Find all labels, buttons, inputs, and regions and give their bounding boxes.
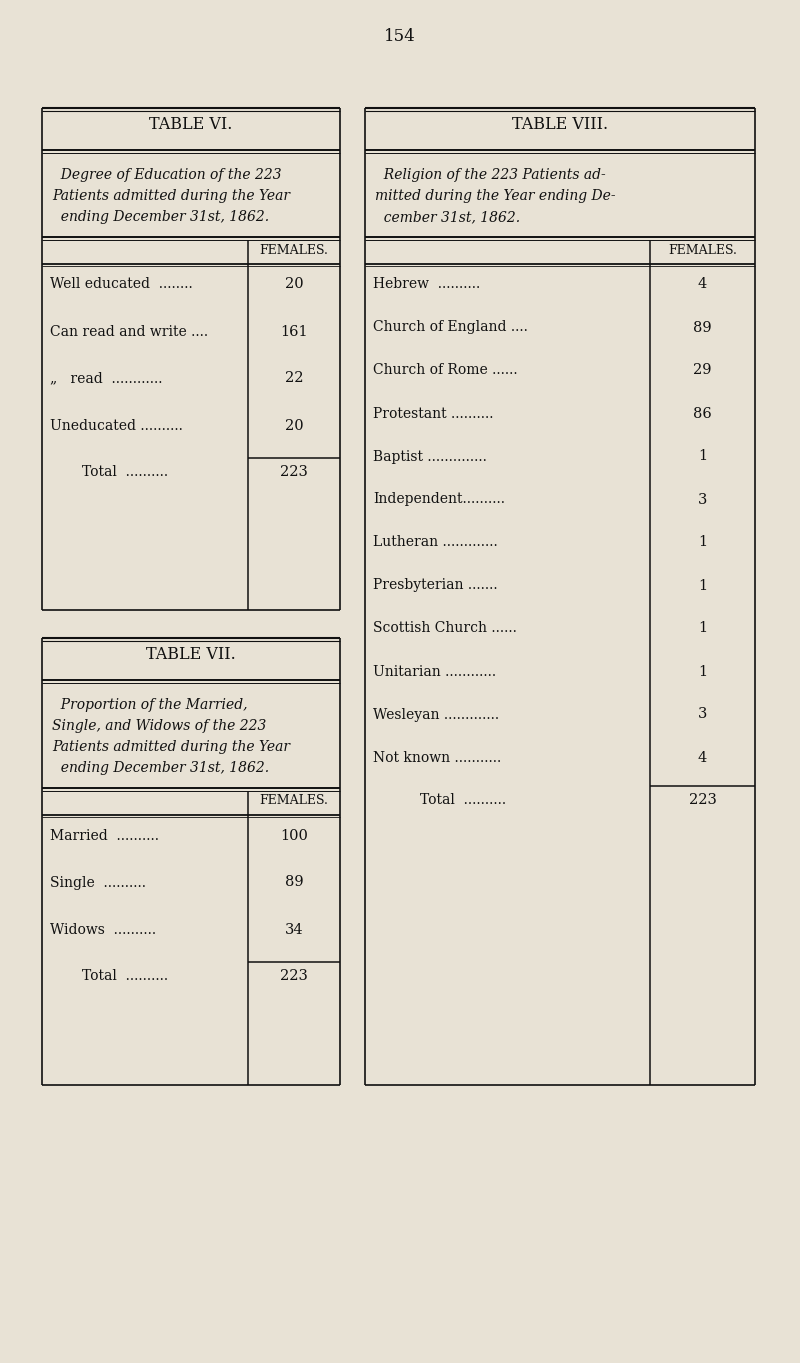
Text: 89: 89 xyxy=(693,320,712,334)
Text: 22: 22 xyxy=(285,372,303,386)
Text: 1: 1 xyxy=(698,622,707,635)
Text: Presbyterian .......: Presbyterian ....... xyxy=(373,578,498,593)
Text: 1: 1 xyxy=(698,665,707,679)
Text: Degree of Education of the 223: Degree of Education of the 223 xyxy=(52,168,282,183)
Text: FEMALES.: FEMALES. xyxy=(259,244,329,256)
Text: „   read  ............: „ read ............ xyxy=(50,372,162,386)
Text: Not known ...........: Not known ........... xyxy=(373,751,502,765)
Text: 1: 1 xyxy=(698,536,707,549)
Text: 154: 154 xyxy=(384,29,416,45)
Text: Single, and Widows of the 223: Single, and Widows of the 223 xyxy=(52,720,266,733)
Text: Scottish Church ......: Scottish Church ...... xyxy=(373,622,517,635)
Text: Church of England ....: Church of England .... xyxy=(373,320,528,334)
Text: 3: 3 xyxy=(698,492,707,507)
Text: 100: 100 xyxy=(280,829,308,842)
Text: mitted during the Year ending De-: mitted during the Year ending De- xyxy=(375,189,616,203)
Text: 34: 34 xyxy=(285,923,303,936)
Text: Religion of the 223 Patients ad-: Religion of the 223 Patients ad- xyxy=(375,168,606,183)
Text: Total  ..........: Total .......... xyxy=(82,466,168,480)
Text: 223: 223 xyxy=(280,466,308,480)
Text: 223: 223 xyxy=(280,969,308,984)
Text: 20: 20 xyxy=(285,418,303,432)
Text: Proportion of the Married,: Proportion of the Married, xyxy=(52,698,247,711)
Text: 223: 223 xyxy=(689,793,717,807)
Text: FEMALES.: FEMALES. xyxy=(259,795,329,807)
Text: TABLE VI.: TABLE VI. xyxy=(150,116,233,134)
Text: Married  ..........: Married .......... xyxy=(50,829,159,842)
Text: Widows  ..........: Widows .......... xyxy=(50,923,156,936)
Text: Uneducated ..........: Uneducated .......... xyxy=(50,418,183,432)
Text: Baptist ..............: Baptist .............. xyxy=(373,450,487,463)
Text: ending December 31st, 1862.: ending December 31st, 1862. xyxy=(52,761,269,776)
Text: Church of Rome ......: Church of Rome ...... xyxy=(373,364,518,378)
Text: 1: 1 xyxy=(698,578,707,593)
Text: 89: 89 xyxy=(285,875,303,890)
Text: Can read and write ....: Can read and write .... xyxy=(50,324,208,338)
Text: cember 31st, 1862.: cember 31st, 1862. xyxy=(375,210,520,224)
Text: Protestant ..........: Protestant .......... xyxy=(373,406,494,421)
Text: Well educated  ........: Well educated ........ xyxy=(50,278,193,292)
Text: Patients admitted during the Year: Patients admitted during the Year xyxy=(52,740,290,754)
Text: 4: 4 xyxy=(698,751,707,765)
Text: ending December 31st, 1862.: ending December 31st, 1862. xyxy=(52,210,269,224)
Text: 4: 4 xyxy=(698,278,707,292)
Text: FEMALES.: FEMALES. xyxy=(668,244,737,256)
Text: 29: 29 xyxy=(694,364,712,378)
Text: Independent..........: Independent.......... xyxy=(373,492,505,507)
Text: 20: 20 xyxy=(285,278,303,292)
Text: 1: 1 xyxy=(698,450,707,463)
Text: Unitarian ............: Unitarian ............ xyxy=(373,665,496,679)
Text: TABLE VIII.: TABLE VIII. xyxy=(512,116,608,134)
Text: 161: 161 xyxy=(280,324,308,338)
Text: TABLE VII.: TABLE VII. xyxy=(146,646,236,662)
Text: Hebrew  ..........: Hebrew .......... xyxy=(373,278,480,292)
Text: 3: 3 xyxy=(698,707,707,721)
Text: Total  ..........: Total .......... xyxy=(420,793,506,807)
Text: Patients admitted during the Year: Patients admitted during the Year xyxy=(52,189,290,203)
Text: 86: 86 xyxy=(693,406,712,421)
Text: Lutheran .............: Lutheran ............. xyxy=(373,536,498,549)
Text: Total  ..........: Total .......... xyxy=(82,969,168,984)
Text: Wesleyan .............: Wesleyan ............. xyxy=(373,707,499,721)
Text: Single  ..........: Single .......... xyxy=(50,875,146,890)
